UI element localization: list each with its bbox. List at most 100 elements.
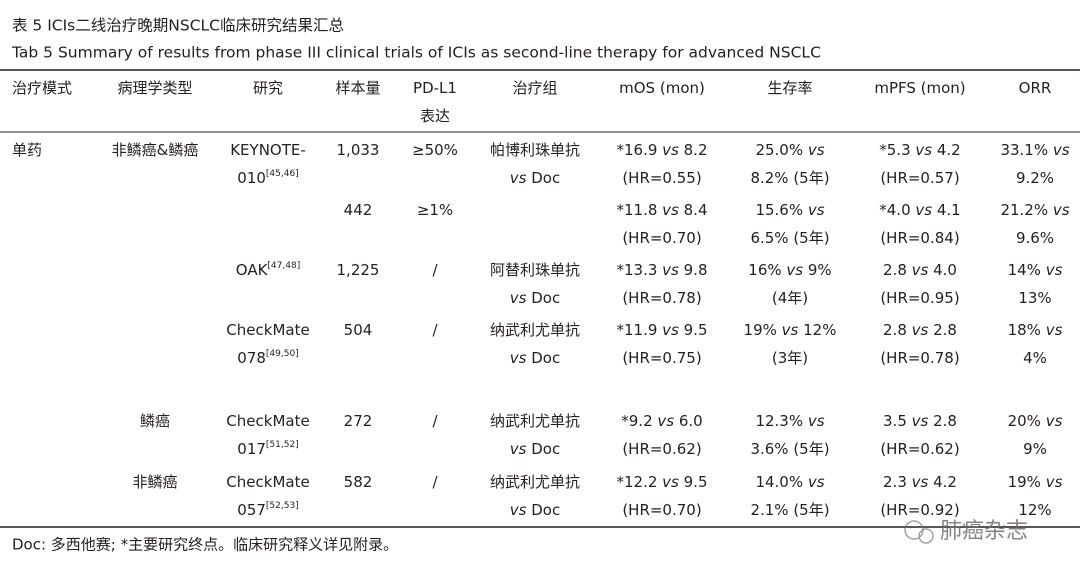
- study-text: KEYNOTE-: [230, 141, 306, 159]
- mos-text: (HR=0.70): [622, 229, 701, 247]
- mpfs-text: *4.0 vs 4.1: [879, 201, 960, 219]
- arm-line: 纳武利尤单抗: [490, 412, 580, 430]
- study-line: 017: [237, 440, 266, 458]
- mpfs-line: (HR=0.95): [880, 289, 959, 307]
- arm-line: 帕博利珠单抗: [490, 141, 580, 159]
- mpfs-text: 2.8 vs 4.0: [883, 261, 957, 279]
- mpfs-text: (HR=0.95): [880, 289, 959, 307]
- mpfs-line: (HR=0.92): [880, 501, 959, 519]
- mpfs-text: 2.8 vs 2.8: [883, 321, 957, 339]
- arm-text: 纳武利尤单抗: [490, 473, 580, 491]
- orr-line: 20% vs: [1008, 412, 1063, 430]
- mpfs-line: 2.8 vs 4.0: [883, 261, 957, 279]
- mos-text: (HR=0.75): [622, 349, 701, 367]
- pdl1-line: ≥50%: [412, 141, 458, 159]
- arm-line: 纳武利尤单抗: [490, 321, 580, 339]
- n-text: 1,033: [337, 141, 380, 159]
- orr-text: 9.6%: [1016, 229, 1054, 247]
- mpfs-text: 2.3 vs 4.2: [883, 473, 957, 491]
- mos-text: *13.3 vs 9.8: [617, 261, 708, 279]
- mos-line: (HR=0.78): [622, 289, 701, 307]
- pathology-text: 非鳞癌: [132, 473, 177, 491]
- survival-line: 6.5% (5年): [750, 229, 829, 247]
- n-text: 1,225: [337, 261, 380, 279]
- orr-text: 4%: [1023, 349, 1047, 367]
- mpfs-text: 3.5 vs 2.8: [883, 412, 957, 430]
- arm-line: vs Doc: [510, 169, 560, 187]
- survival-line: 16% vs 9%: [748, 261, 831, 279]
- pdl1-text: 表达: [420, 107, 450, 125]
- orr-text: 13%: [1018, 289, 1051, 307]
- pdl1-text: /: [432, 321, 438, 339]
- reference: [51,52]: [266, 440, 299, 450]
- mos-line: (HR=0.70): [622, 501, 701, 519]
- caption-en: Tab 5 Summary of results from phase III …: [11, 44, 821, 62]
- mos-line: (HR=0.55): [622, 169, 701, 187]
- mos-line: (HR=0.70): [622, 229, 701, 247]
- n-text: 582: [344, 473, 373, 491]
- study-line: CheckMate: [226, 473, 309, 491]
- pdl1-line: ≥1%: [417, 201, 453, 219]
- n-line: 442: [344, 201, 373, 219]
- study-line: CheckMate: [226, 412, 309, 430]
- survival-line: (3年): [772, 349, 808, 367]
- arm-text: vs Doc: [510, 440, 560, 458]
- mos-text: (HR=0.70): [622, 501, 701, 519]
- arm-text: 帕博利珠单抗: [490, 141, 580, 159]
- reference: [49,50]: [266, 349, 299, 359]
- arm-text: 纳武利尤单抗: [490, 321, 580, 339]
- mos-line: *13.3 vs 9.8: [617, 261, 708, 279]
- survival-line: 2.1% (5年): [750, 501, 829, 519]
- survival-line: 25.0% vs: [755, 141, 824, 159]
- mpfs-line: *4.0 vs 4.1: [879, 201, 960, 219]
- mode-line: 治疗模式: [12, 79, 72, 97]
- survival-text: 6.5% (5年): [750, 229, 829, 247]
- survival-line: 3.6% (5年): [750, 440, 829, 458]
- orr-text: 9.2%: [1016, 169, 1054, 187]
- orr-line: 9.2%: [1016, 169, 1054, 187]
- mos-line: *16.9 vs 8.2: [617, 141, 708, 159]
- study-line: 研究: [253, 79, 283, 97]
- survival-text: 12.3% vs: [755, 412, 824, 430]
- mpfs-line: *5.3 vs 4.2: [879, 141, 960, 159]
- mpfs-text: (HR=0.78): [880, 349, 959, 367]
- mpfs-line: (HR=0.57): [880, 169, 959, 187]
- mos-text: *16.9 vs 8.2: [617, 141, 708, 159]
- orr-text: 14% vs: [1008, 261, 1063, 279]
- study-line: 010: [237, 169, 266, 187]
- arm-line: vs Doc: [510, 501, 560, 519]
- orr-line: 21.2% vs: [1000, 201, 1069, 219]
- study-line: OAK: [236, 261, 269, 279]
- study-text: CheckMate: [226, 412, 309, 430]
- survival-line: 8.2% (5年): [750, 169, 829, 187]
- mos-line: *9.2 vs 6.0: [621, 412, 702, 430]
- arm-line: vs Doc: [510, 440, 560, 458]
- survival-line: 12.3% vs: [755, 412, 824, 430]
- mos-text: *9.2 vs 6.0: [621, 412, 702, 430]
- pdl1-line: /: [432, 261, 438, 279]
- watermark-icon: [904, 520, 934, 544]
- pathology-line: 病理学类型: [117, 79, 192, 97]
- arm-text: 阿替利珠单抗: [490, 261, 580, 279]
- orr-text: 9%: [1023, 440, 1047, 458]
- mos-text: mOS (mon): [619, 79, 705, 97]
- pdl1-line: PD-L1: [413, 79, 457, 97]
- pdl1-text: /: [432, 261, 438, 279]
- arm-line: vs Doc: [510, 289, 560, 307]
- survival-line: 19% vs 12%: [744, 321, 837, 339]
- orr-line: 18% vs: [1008, 321, 1063, 339]
- survival-text: 3.6% (5年): [750, 440, 829, 458]
- mos-line: *12.2 vs 9.5: [617, 473, 708, 491]
- mpfs-line: (HR=0.78): [880, 349, 959, 367]
- orr-line: 33.1% vs: [1000, 141, 1069, 159]
- mos-line: (HR=0.75): [622, 349, 701, 367]
- survival-line: (4年): [772, 289, 808, 307]
- arm-text: vs Doc: [510, 289, 560, 307]
- mpfs-line: 3.5 vs 2.8: [883, 412, 957, 430]
- survival-text: 2.1% (5年): [750, 501, 829, 519]
- arm-text: 纳武利尤单抗: [490, 412, 580, 430]
- arm-text: 治疗组: [512, 79, 557, 97]
- survival-text: (3年): [772, 349, 808, 367]
- pdl1-text: /: [432, 412, 438, 430]
- mos-text: *11.9 vs 9.5: [617, 321, 708, 339]
